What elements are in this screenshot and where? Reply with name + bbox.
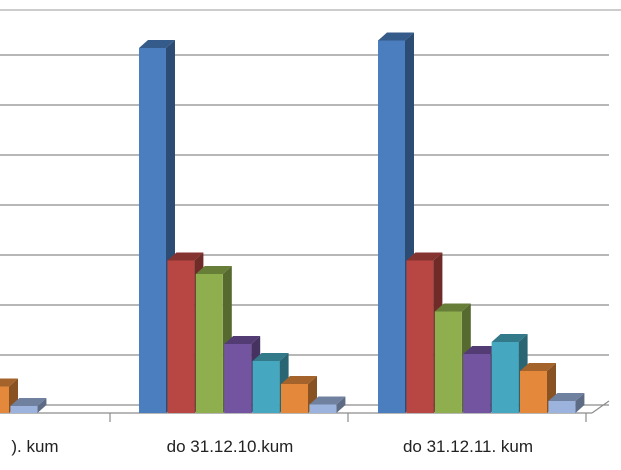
- bar-top-face: [520, 363, 556, 371]
- bar-top-face: [434, 303, 471, 312]
- bar-front-face: [309, 404, 337, 413]
- bar-0-6: [10, 398, 47, 413]
- bar-side-face: [575, 393, 585, 413]
- bar-top-face: [406, 252, 443, 261]
- floor-right-edge: [591, 400, 610, 414]
- bar-top-face: [463, 346, 500, 354]
- bar-front-face: [224, 344, 252, 413]
- bar-1-0: [139, 40, 175, 413]
- bar-front-face: [10, 406, 38, 413]
- bar-top-face: [491, 334, 528, 342]
- category-labels: ). kum do 31.12.10.kum do 31.12.11. kum: [11, 437, 533, 456]
- bar-front-face: [0, 386, 9, 413]
- bar-front-face: [491, 342, 519, 413]
- bar-top-face: [548, 393, 585, 401]
- bar-1-6: [309, 396, 346, 413]
- bar-front-face: [463, 354, 491, 413]
- category-label-2009: ). kum: [11, 437, 58, 456]
- bar-front-face: [252, 361, 280, 413]
- bar-2-0: [378, 32, 414, 413]
- bar-front-face: [167, 260, 195, 413]
- bar-top-face: [281, 376, 317, 384]
- bar-top-face: [139, 40, 175, 48]
- bar-front-face: [548, 401, 576, 413]
- bar-top-face: [10, 398, 47, 406]
- bar-top-face: [309, 396, 346, 405]
- bar-top-face: [378, 32, 414, 41]
- category-label-2011: do 31.12.11. kum: [403, 437, 533, 456]
- bar-front-face: [378, 40, 405, 413]
- bar-side-face: [336, 396, 346, 413]
- bar-top-face: [0, 378, 18, 387]
- bar-top-face: [195, 266, 232, 274]
- bar-side-face: [37, 398, 47, 413]
- bar-front-face: [434, 311, 462, 413]
- bar-front-face: [195, 274, 223, 413]
- bar-front-face: [281, 384, 308, 413]
- bar-front-face: [406, 260, 434, 413]
- bar-front-face: [139, 48, 166, 413]
- bar-front-face: [520, 371, 547, 413]
- bar-top-face: [167, 252, 204, 261]
- bars: [0, 32, 585, 413]
- gridlines: [0, 9, 621, 422]
- category-label-2010: do 31.12.10.kum: [167, 437, 294, 456]
- bar-top-face: [224, 336, 261, 344]
- bar-top-face: [252, 353, 289, 361]
- bar-2-6: [548, 393, 585, 413]
